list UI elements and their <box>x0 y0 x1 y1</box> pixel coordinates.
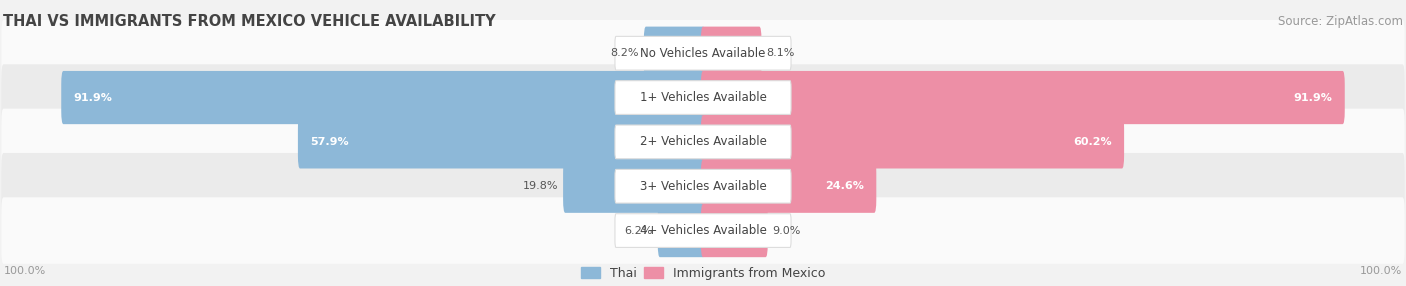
FancyBboxPatch shape <box>702 71 1344 124</box>
FancyBboxPatch shape <box>1 153 1405 219</box>
Text: 1+ Vehicles Available: 1+ Vehicles Available <box>640 91 766 104</box>
FancyBboxPatch shape <box>614 214 792 247</box>
Text: THAI VS IMMIGRANTS FROM MEXICO VEHICLE AVAILABILITY: THAI VS IMMIGRANTS FROM MEXICO VEHICLE A… <box>3 14 496 29</box>
Text: 57.9%: 57.9% <box>311 137 349 147</box>
FancyBboxPatch shape <box>702 27 762 80</box>
Text: 19.8%: 19.8% <box>523 181 558 191</box>
FancyBboxPatch shape <box>62 71 704 124</box>
Text: 4+ Vehicles Available: 4+ Vehicles Available <box>640 224 766 237</box>
Text: 100.0%: 100.0% <box>3 266 46 276</box>
Text: Source: ZipAtlas.com: Source: ZipAtlas.com <box>1278 15 1403 28</box>
Text: 91.9%: 91.9% <box>73 93 112 103</box>
Text: 8.1%: 8.1% <box>766 48 794 58</box>
FancyBboxPatch shape <box>562 160 704 213</box>
FancyBboxPatch shape <box>658 204 704 257</box>
FancyBboxPatch shape <box>644 27 704 80</box>
Text: 2+ Vehicles Available: 2+ Vehicles Available <box>640 135 766 148</box>
FancyBboxPatch shape <box>614 81 792 114</box>
FancyBboxPatch shape <box>614 169 792 203</box>
Text: No Vehicles Available: No Vehicles Available <box>640 47 766 60</box>
FancyBboxPatch shape <box>702 204 768 257</box>
FancyBboxPatch shape <box>1 20 1405 86</box>
Text: 91.9%: 91.9% <box>1294 93 1333 103</box>
Text: 60.2%: 60.2% <box>1073 137 1112 147</box>
Text: 100.0%: 100.0% <box>1360 266 1403 276</box>
Text: 3+ Vehicles Available: 3+ Vehicles Available <box>640 180 766 193</box>
FancyBboxPatch shape <box>1 109 1405 175</box>
Text: 8.2%: 8.2% <box>610 48 638 58</box>
FancyBboxPatch shape <box>614 36 792 70</box>
FancyBboxPatch shape <box>614 125 792 159</box>
FancyBboxPatch shape <box>702 160 876 213</box>
FancyBboxPatch shape <box>1 197 1405 264</box>
Text: 6.2%: 6.2% <box>624 226 652 236</box>
Legend: Thai, Immigrants from Mexico: Thai, Immigrants from Mexico <box>581 267 825 280</box>
Text: 24.6%: 24.6% <box>825 181 863 191</box>
FancyBboxPatch shape <box>702 115 1125 168</box>
FancyBboxPatch shape <box>1 64 1405 131</box>
Text: 9.0%: 9.0% <box>773 226 801 236</box>
FancyBboxPatch shape <box>298 115 704 168</box>
